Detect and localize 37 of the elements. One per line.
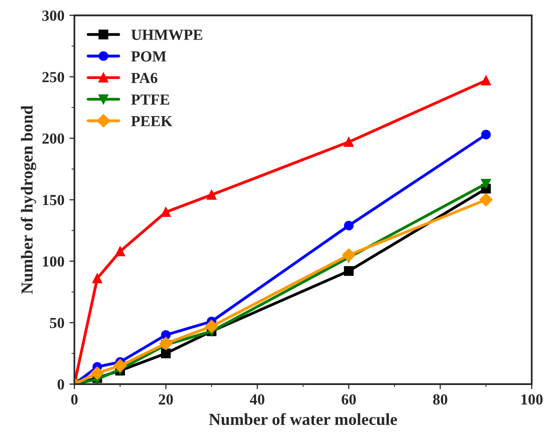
y-tick-label: 250 [42,72,64,82]
point [160,207,171,217]
legend-label: POM [131,51,166,62]
legend-label: PTFE [131,94,170,105]
y-tick-label: 50 [50,318,64,328]
point [481,130,491,140]
legend-label: PEEK [131,116,172,126]
x-tick-label: 80 [433,394,448,405]
x-tick-label: 60 [342,394,356,405]
x-tick-label: 0 [71,394,78,405]
y-tick-label: 200 [42,133,64,144]
point [344,266,354,276]
legend-label: PA6 [131,72,158,84]
x-tick-label: 40 [250,394,264,405]
y-tick-label: 150 [42,194,64,206]
x-tick-label: 100 [521,394,543,405]
point [481,178,491,189]
x-axis-title: Number of water molecule [209,413,397,426]
legend-label: UHMWPE [131,30,202,40]
y-tick-label: 0 [58,379,64,390]
point [481,76,491,86]
y-tick-label: 100 [42,256,64,267]
point [342,248,356,262]
y-tick-label: 300 [42,10,64,21]
point [344,137,354,147]
point [204,320,218,333]
x-tick-label: 20 [158,394,173,405]
point [114,359,127,372]
point [159,336,172,350]
point [479,193,493,206]
point [344,220,354,230]
y-axis-title: Number of hydrogen bond [20,106,36,294]
point [92,274,102,284]
point [90,366,104,380]
point [115,246,125,256]
point [160,348,171,358]
point [206,190,216,200]
